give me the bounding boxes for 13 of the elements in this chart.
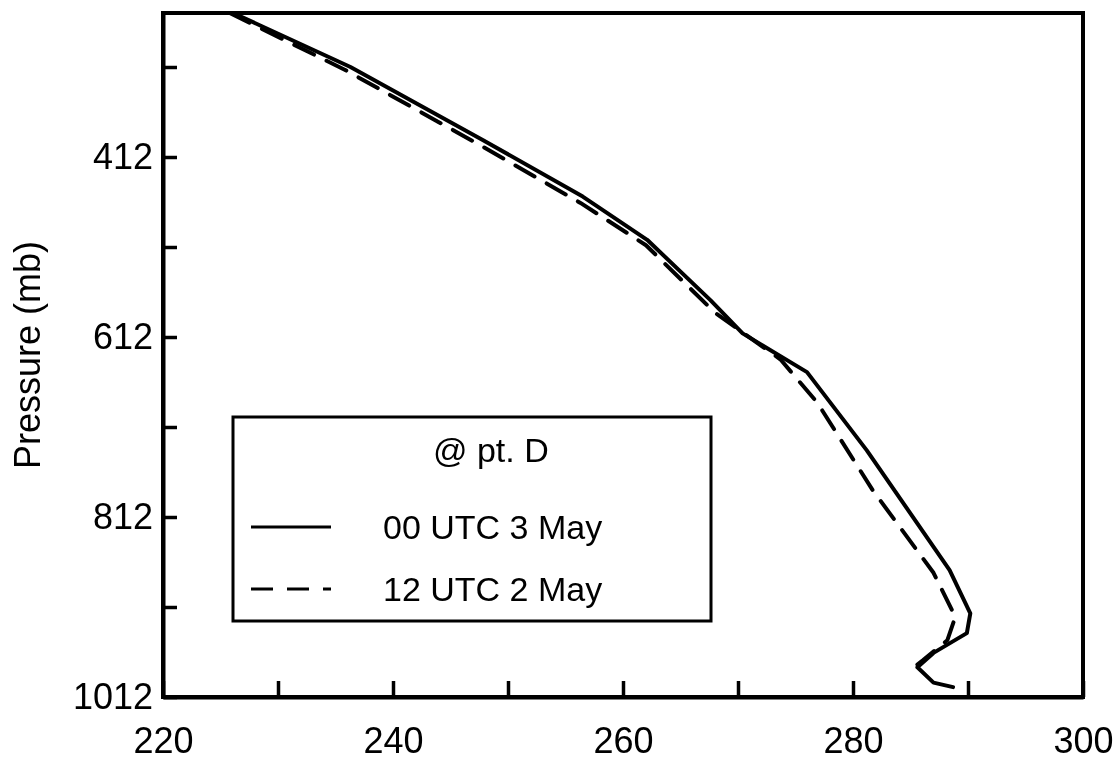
x-tick-label: 220 bbox=[133, 719, 194, 761]
x-tick-label: 300 bbox=[1053, 719, 1114, 761]
y-tick-label: 1012 bbox=[72, 676, 153, 718]
legend-title: @ pt. D bbox=[433, 431, 549, 469]
y-tick-label: 412 bbox=[92, 136, 153, 178]
y-axis-title: Pressure (mb) bbox=[7, 240, 48, 470]
x-tick-label: 280 bbox=[823, 719, 884, 761]
y-tick-label: 612 bbox=[92, 316, 153, 358]
legend-label: 12 UTC 2 May bbox=[383, 569, 603, 608]
y-tick-label: 812 bbox=[92, 496, 153, 538]
x-tick-label: 260 bbox=[593, 719, 654, 761]
legend-label: 00 UTC 3 May bbox=[383, 507, 603, 546]
x-tick-label: 240 bbox=[363, 719, 424, 761]
